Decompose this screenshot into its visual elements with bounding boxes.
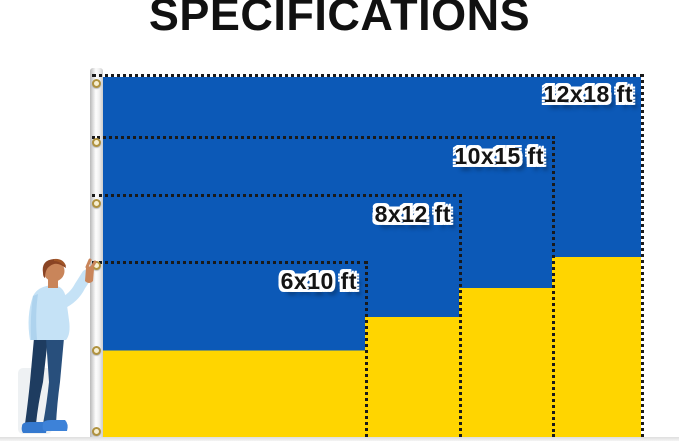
person-illustration <box>18 258 97 434</box>
grommet-icon <box>92 79 101 88</box>
grommet-icon <box>92 199 101 208</box>
size-label-12x18: 12x18 ft <box>543 81 633 107</box>
flagpole-sleeve <box>90 68 103 438</box>
grommet-icon <box>92 346 101 355</box>
size-label-6x10: 6x10 ft <box>280 268 357 294</box>
size-label-8x12: 8x12 ft <box>374 201 451 227</box>
grommet-icon <box>92 427 101 436</box>
size-label-10x15: 10x15 ft <box>454 143 544 169</box>
flag-6x10: 6x10 ft <box>92 261 368 437</box>
grommet-icon <box>92 138 101 147</box>
baseline-strip <box>0 437 679 441</box>
page-title: SPECIFICATIONS <box>148 0 531 40</box>
